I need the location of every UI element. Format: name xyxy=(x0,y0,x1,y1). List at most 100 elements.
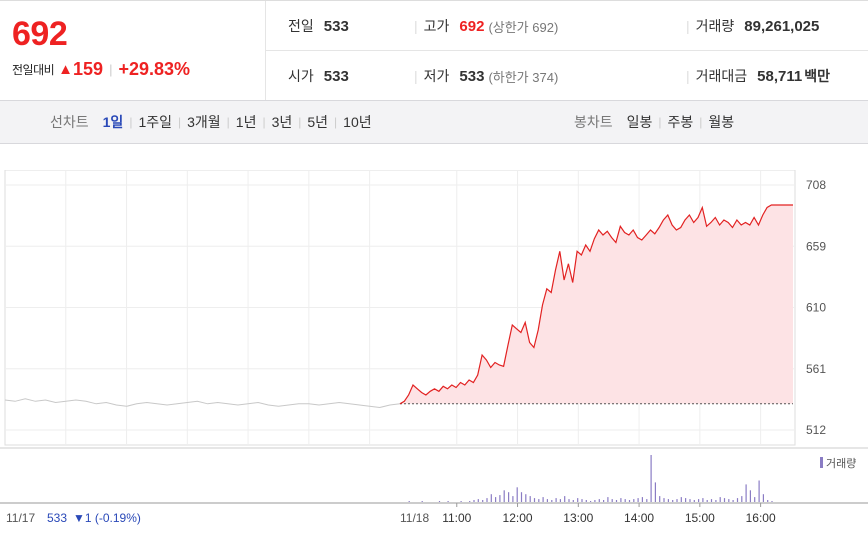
volume-bar xyxy=(754,497,756,502)
divider: | xyxy=(226,115,230,129)
volume-bar xyxy=(477,499,479,502)
volume-bar xyxy=(698,499,700,502)
line-chart-label: 선차트 xyxy=(50,114,89,130)
trade-value-cell: | 거래대금 58,711 백만 xyxy=(686,51,830,101)
divider: | xyxy=(658,115,662,129)
volume-bar xyxy=(408,501,410,502)
y-axis-ticks: 708 659 610 561 512 xyxy=(806,178,826,437)
volume-bar xyxy=(624,499,626,502)
divider: | xyxy=(129,115,133,129)
volume-label: 거래량 xyxy=(695,18,735,34)
volume-bar xyxy=(689,499,691,502)
stats-row-2: 시가 533 | 저가 533 (하한가 374) | 거래대금 58,711 … xyxy=(266,51,868,101)
trade-value: 58,711 xyxy=(757,67,803,85)
volume-bar xyxy=(447,501,449,502)
volume-bar xyxy=(564,496,566,502)
volume-bar xyxy=(473,500,475,502)
volume-bar xyxy=(512,496,514,502)
volume-bar xyxy=(728,499,730,502)
chart-toolbar: 선차트 1일 | 1주일 | 3개월 | 1년 | 3년 | 5년 | 10년 … xyxy=(0,100,868,144)
prev-day-change: ▼1 (-0.19%) xyxy=(73,511,141,525)
divider: | xyxy=(334,115,338,129)
today-price-line xyxy=(399,204,793,405)
low-value: 533 xyxy=(459,67,485,85)
divider: | xyxy=(298,115,302,129)
volume-bar xyxy=(620,498,622,502)
prev-close-label: 전일 xyxy=(288,18,314,34)
volume-bar xyxy=(693,500,695,502)
x-tick-label: 12:00 xyxy=(503,511,533,525)
volume-bar xyxy=(611,499,613,502)
change-percent: +29.83% xyxy=(118,59,191,79)
volume-bar xyxy=(637,498,639,502)
volume-bar xyxy=(551,500,553,502)
volume-bar xyxy=(499,495,501,502)
volume-legend: 거래량 xyxy=(820,457,856,470)
volume-bar xyxy=(667,499,669,502)
current-price: 692 xyxy=(12,15,68,53)
volume-cell: | 거래량 89,261,025 xyxy=(686,1,819,51)
volume-bar xyxy=(438,501,441,502)
volume-bar xyxy=(542,497,544,502)
volume-bar xyxy=(672,500,674,502)
prev-close-value: 533 xyxy=(323,17,349,35)
volume-bar xyxy=(736,498,739,502)
candle-chart-periods: 봉차트 일봉 | 주봉 | 월봉 xyxy=(574,101,734,143)
period-1d[interactable]: 1일 xyxy=(102,114,124,130)
high-cell: | 고가 692 (상한가 692) xyxy=(414,1,558,51)
volume-bar xyxy=(680,497,682,502)
volume-bar xyxy=(710,499,713,502)
volume-bar xyxy=(503,490,505,503)
volume-bar xyxy=(603,500,605,502)
volume-bar xyxy=(594,500,596,502)
divider: | xyxy=(109,62,113,77)
trade-value-label: 거래대금 xyxy=(695,68,748,84)
volume-bar xyxy=(520,492,523,502)
volume-bar xyxy=(628,500,631,502)
candle-daily[interactable]: 일봉 xyxy=(626,114,653,130)
y-tick-label: 512 xyxy=(806,423,826,437)
divider: | xyxy=(262,115,266,129)
volume-bar xyxy=(490,494,492,502)
today-date: 11/18 xyxy=(400,511,429,525)
volume-bar xyxy=(732,500,734,502)
quote-summary: 692 전일대비 ▲ 159 | +29.83% 전일 533 | 고가 692… xyxy=(0,0,868,101)
volume-bar xyxy=(559,499,561,502)
divider: | xyxy=(699,115,703,129)
x-tick-label: 13:00 xyxy=(563,511,593,525)
volume-bar xyxy=(762,494,764,502)
period-1w[interactable]: 1주일 xyxy=(138,114,172,130)
open-cell: 시가 533 xyxy=(288,51,349,101)
volume-bar xyxy=(676,499,678,502)
volume-bar xyxy=(508,492,510,502)
volume-bar xyxy=(546,499,548,502)
volume-bar xyxy=(741,496,743,502)
intraday-price-chart: 708 659 610 561 512 거래량 11/17 533 ▼1 (-0.19%… xyxy=(0,170,868,525)
period-3y[interactable]: 3년 xyxy=(271,114,293,130)
volume-bar xyxy=(719,497,721,502)
volume-bar xyxy=(723,498,726,502)
period-3m[interactable]: 3개월 xyxy=(187,114,221,130)
volume-bar xyxy=(771,501,773,502)
x-axis: 11/17 533 ▼1 (-0.19%) 11/18 xyxy=(6,511,429,525)
period-1y[interactable]: 1년 xyxy=(235,114,257,130)
divider: | xyxy=(686,68,690,84)
volume-value: 89,261,025 xyxy=(744,17,820,35)
volume-bar xyxy=(745,484,747,502)
period-10y[interactable]: 10년 xyxy=(343,114,372,130)
volume-bar xyxy=(607,497,609,502)
candle-monthly[interactable]: 월봉 xyxy=(708,114,735,130)
candle-weekly[interactable]: 주봉 xyxy=(667,114,694,130)
y-tick-label: 659 xyxy=(806,239,826,253)
volume-bar xyxy=(555,498,557,502)
period-5y[interactable]: 5년 xyxy=(307,114,329,130)
divider: | xyxy=(177,115,182,129)
volume-bar xyxy=(581,499,583,502)
high-label: 고가 xyxy=(423,18,450,34)
divider: | xyxy=(686,18,690,34)
volume-bar xyxy=(577,498,579,502)
divider: | xyxy=(414,68,418,84)
volume-bar xyxy=(715,500,717,502)
volume-bar xyxy=(767,500,769,502)
upper-limit: (상한가 692) xyxy=(488,19,559,35)
